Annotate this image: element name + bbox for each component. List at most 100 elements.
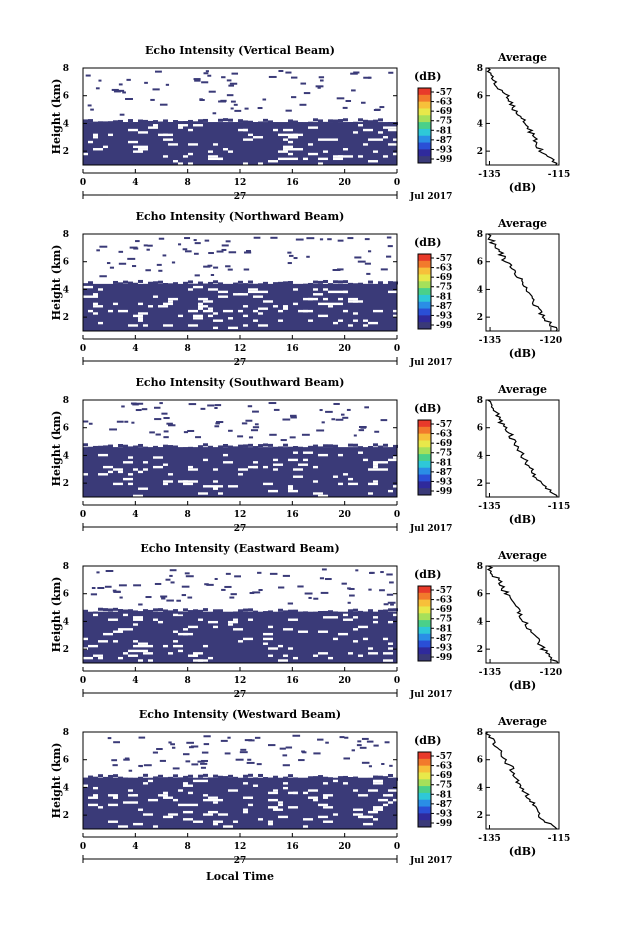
echo-boundary-cell — [243, 283, 248, 287]
echo-boundary-cell — [328, 283, 333, 287]
echo-boundary-cell — [103, 608, 108, 612]
echo-speck — [317, 86, 321, 89]
echo-speck — [282, 418, 291, 421]
echo-boundary-cell — [128, 281, 133, 285]
colorbar-segment — [418, 108, 431, 116]
echo-boundary-cell — [263, 611, 268, 615]
echo-speck — [387, 245, 393, 248]
echo-gap — [223, 461, 233, 464]
echo-boundary-cell — [178, 611, 183, 615]
echo-gap — [203, 644, 208, 648]
echo-speck — [184, 250, 192, 253]
echo-gap — [253, 288, 258, 291]
echo-speck — [368, 765, 372, 768]
echo-gap — [213, 625, 218, 629]
echo-speck — [186, 741, 194, 744]
echo-boundary-cell — [218, 775, 223, 779]
echo-gap — [373, 616, 378, 619]
echo-gap — [183, 155, 188, 158]
echo-gap — [133, 644, 143, 648]
echo-speck — [95, 87, 100, 90]
echo-boundary-cell — [358, 282, 363, 286]
echo-speck — [216, 421, 224, 424]
echo-boundary-cell — [98, 121, 103, 125]
echo-boundary-cell — [383, 609, 388, 613]
echo-gap — [143, 813, 153, 816]
echo-speck — [316, 429, 325, 432]
echo-speck — [386, 236, 392, 239]
echo-boundary-cell — [373, 284, 378, 288]
echo-speck — [254, 736, 261, 739]
echo-speck — [337, 239, 344, 242]
colorbar-segment — [418, 786, 431, 794]
echo-boundary-cell — [303, 447, 308, 451]
echo-speck — [380, 419, 388, 422]
echo-gap — [338, 319, 343, 322]
echo-gap — [168, 297, 178, 301]
echo-speck — [135, 240, 140, 243]
y-tick-label: 2 — [63, 645, 69, 655]
echo-gap — [163, 463, 168, 466]
echo-gap — [148, 779, 153, 783]
echo-boundary-cell — [93, 121, 98, 125]
echo-speck — [166, 422, 173, 425]
echo-gap — [103, 632, 113, 636]
echo-gap — [143, 148, 148, 151]
echo-speck — [290, 76, 298, 79]
echo-gap — [378, 782, 383, 785]
echo-gap — [368, 138, 373, 141]
echo-speck — [143, 764, 152, 767]
echo-gap — [343, 473, 348, 476]
echo-boundary-cell — [338, 119, 343, 123]
echo-gap — [178, 162, 183, 165]
echo-boundary-cell — [83, 609, 88, 613]
echo-gap — [393, 798, 403, 802]
echo-gap — [283, 307, 288, 310]
echo-gap — [318, 453, 328, 457]
echo-speck — [339, 736, 345, 739]
echo-boundary-cell — [298, 778, 303, 782]
echo-speck — [221, 244, 229, 247]
echo-speck — [235, 758, 244, 761]
echo-gap — [348, 652, 353, 655]
echo-boundary-cell — [313, 444, 318, 448]
y-tick-label: 8 — [63, 728, 69, 738]
echo-gap — [288, 458, 298, 462]
echo-gap — [363, 815, 373, 819]
average-frame — [485, 233, 560, 332]
echo-boundary-cell — [268, 777, 273, 781]
echo-gap — [98, 321, 103, 325]
echo-boundary-cell — [343, 118, 348, 122]
echo-gap — [93, 786, 98, 790]
echo-boundary-cell — [383, 122, 388, 126]
echo-speck — [383, 603, 389, 606]
colorbar-tick-label: -75 — [436, 449, 452, 459]
echo-speck — [230, 107, 234, 110]
echo-gap — [318, 302, 323, 306]
echo-region — [83, 283, 397, 331]
echo-gap — [318, 815, 323, 819]
echo-boundary-cell — [328, 610, 333, 614]
echo-speck — [91, 587, 96, 590]
echo-gap — [218, 290, 228, 294]
echo-gap — [373, 461, 378, 464]
colorbar-tick-label: -81 — [436, 624, 452, 634]
echo-region — [83, 447, 397, 497]
echo-gap — [198, 305, 208, 308]
y-axis-label: Height (km) — [50, 743, 63, 819]
echo-gap — [178, 314, 183, 318]
echo-speck — [111, 88, 119, 91]
echo-speck — [247, 758, 252, 761]
echo-speck — [366, 740, 374, 743]
day-label: 27 — [234, 192, 247, 202]
echo-speck — [162, 254, 167, 257]
echo-gap — [213, 822, 218, 826]
echo-gap — [278, 815, 288, 819]
echo-boundary-cell — [163, 282, 168, 286]
y-tick-label: 6 — [63, 424, 69, 434]
echo-boundary-cell — [338, 776, 343, 780]
echo-gap — [218, 492, 223, 495]
echo-gap — [383, 126, 393, 129]
echo-gap — [108, 803, 118, 807]
echo-speck — [347, 587, 351, 590]
